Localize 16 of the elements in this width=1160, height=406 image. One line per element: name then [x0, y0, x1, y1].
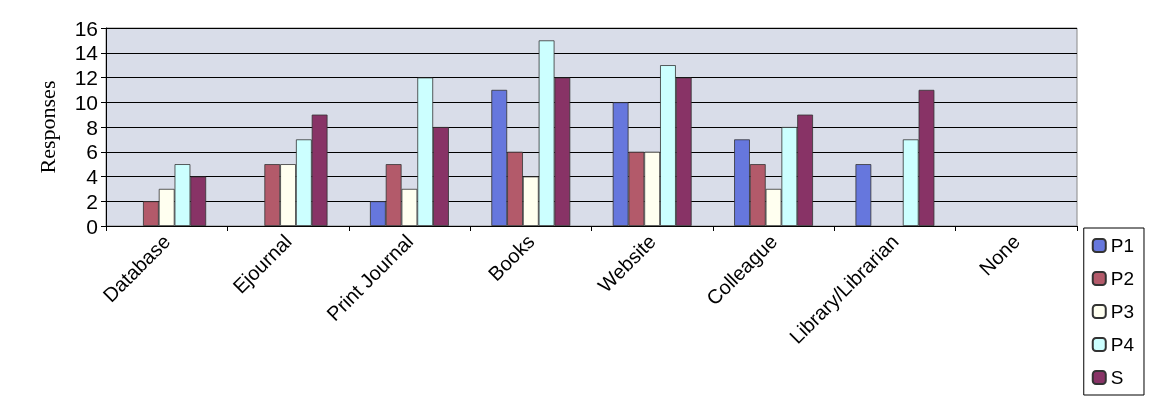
y-tick-label: 16: [74, 16, 98, 40]
legend-label: P4: [1110, 334, 1135, 355]
y-tick-label: 2: [86, 189, 98, 213]
bar: [855, 164, 872, 226]
y-tick-label: 12: [74, 66, 98, 89]
legend-label: P1: [1110, 235, 1135, 256]
legend-label: P3: [1110, 301, 1135, 322]
legend-label: P2: [1110, 268, 1135, 289]
legend-label: S: [1110, 367, 1124, 388]
y-tick-label: 4: [86, 165, 99, 188]
y-tick-label: 0: [86, 214, 98, 238]
y-axis-title: Responses: [34, 80, 60, 174]
y-tick-label: 10: [74, 90, 98, 114]
y-tick-label: 6: [86, 140, 98, 164]
y-tick-label: 8: [86, 115, 98, 139]
y-tick-label: 14: [74, 41, 99, 65]
